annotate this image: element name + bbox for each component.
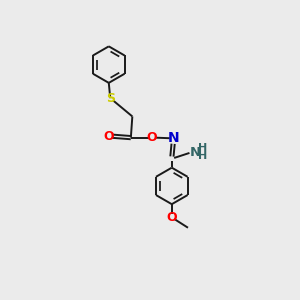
Text: H: H <box>198 142 207 153</box>
Text: H: H <box>198 151 207 161</box>
Text: N: N <box>167 131 179 145</box>
Text: N: N <box>190 146 201 159</box>
Text: O: O <box>167 211 177 224</box>
Text: O: O <box>103 130 113 143</box>
Text: S: S <box>106 92 115 105</box>
Text: O: O <box>147 131 158 144</box>
